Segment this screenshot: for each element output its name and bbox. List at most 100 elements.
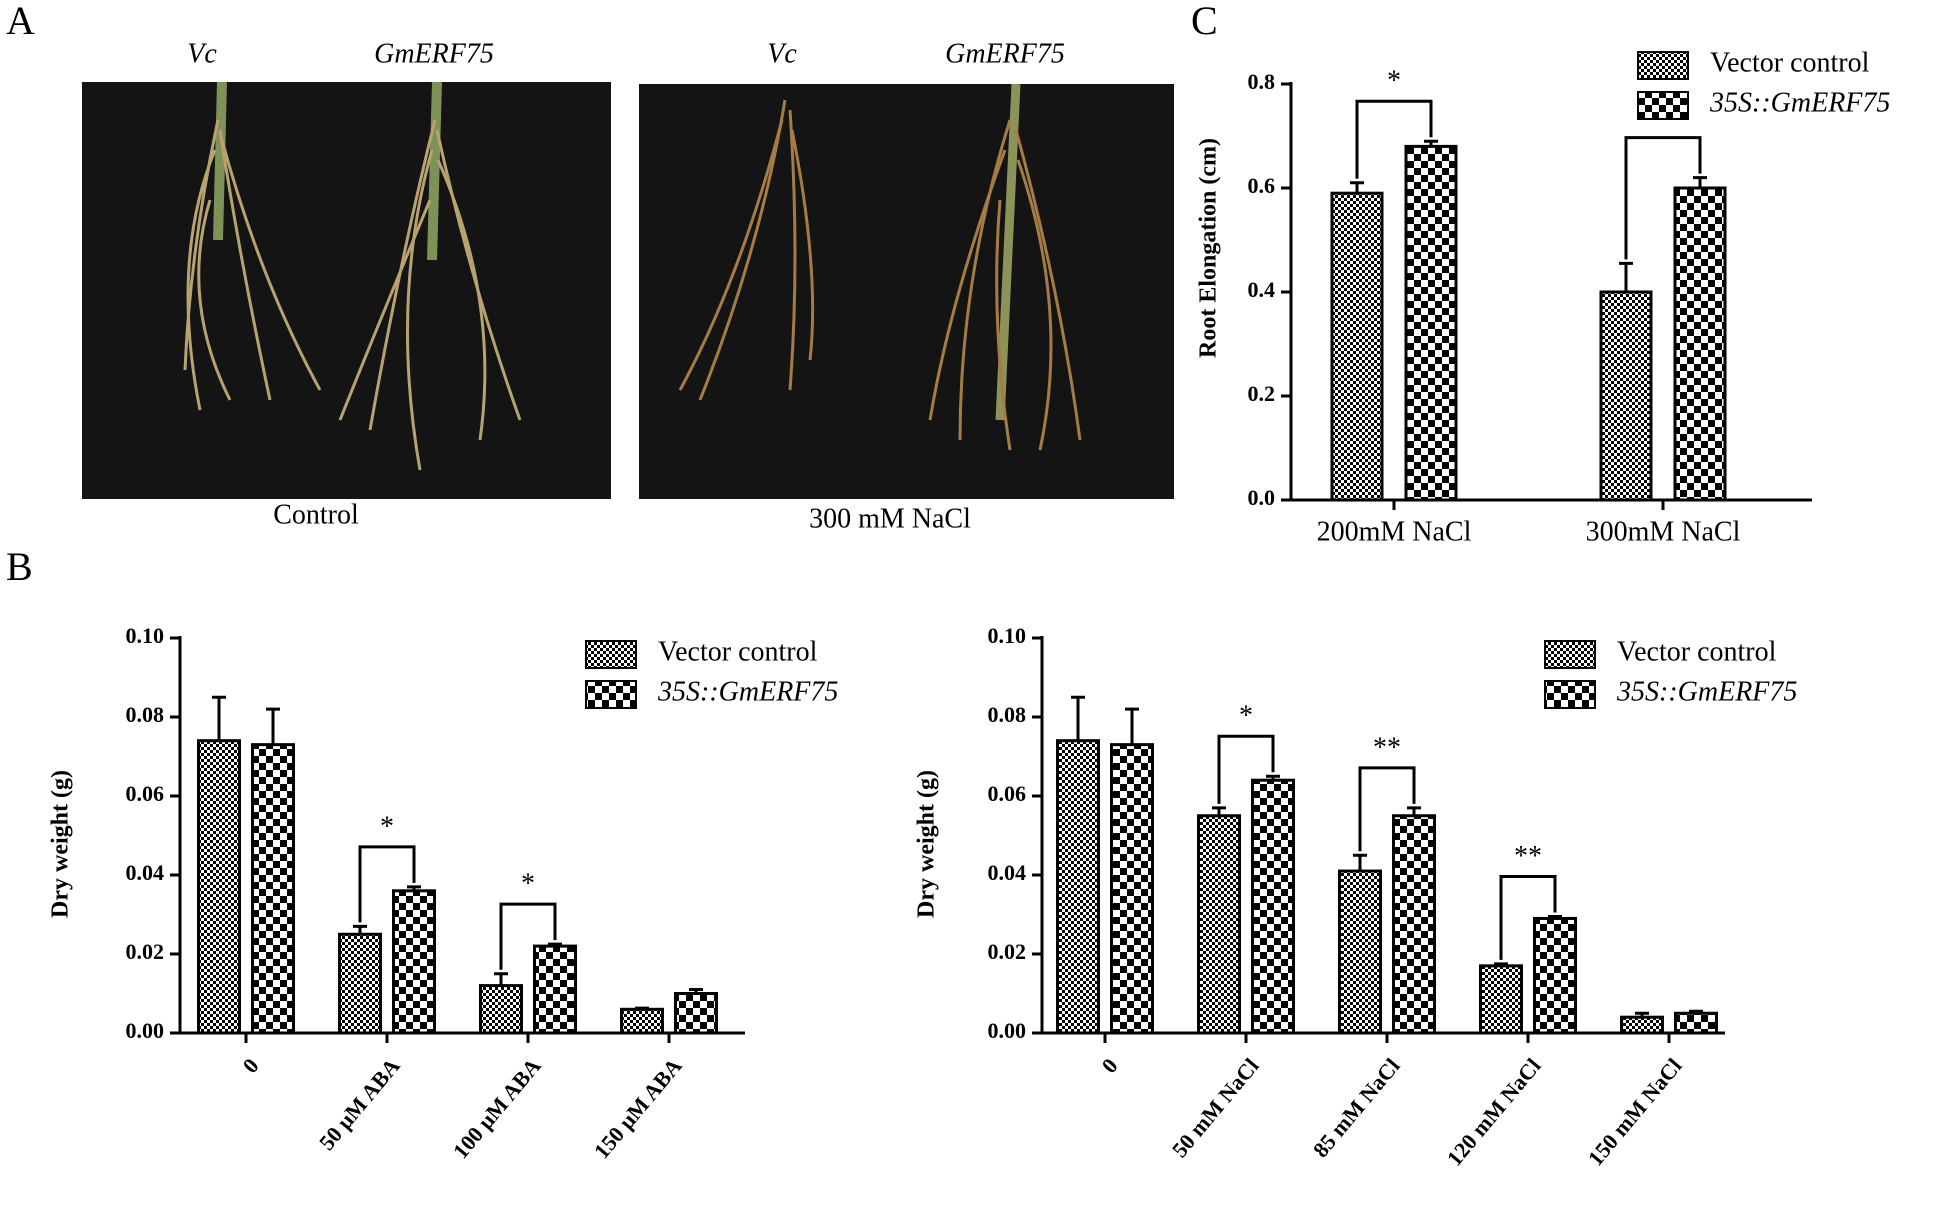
x-tick-label: 200mM NaCl bbox=[1317, 516, 1472, 547]
error-bar bbox=[1266, 774, 1280, 781]
bar bbox=[338, 932, 382, 1035]
y-tick-label: 0.0 bbox=[1248, 485, 1276, 510]
error-bar bbox=[1071, 695, 1085, 741]
bar bbox=[1620, 1015, 1664, 1035]
legend-label: Vector control bbox=[658, 636, 818, 667]
bar bbox=[1251, 778, 1295, 1035]
bar bbox=[1197, 814, 1241, 1035]
panel-label: A bbox=[6, 0, 35, 43]
significance-bracket bbox=[1499, 874, 1557, 960]
bar bbox=[1330, 191, 1384, 502]
y-tick-label: 0.10 bbox=[988, 623, 1027, 648]
error-bar bbox=[1548, 914, 1562, 919]
error-bar bbox=[407, 885, 421, 891]
bar bbox=[533, 944, 577, 1035]
bar bbox=[251, 743, 295, 1035]
bar bbox=[1338, 869, 1382, 1035]
significance-bracket bbox=[1217, 734, 1275, 804]
y-tick-label: 0.10 bbox=[126, 623, 165, 648]
photo-label: Vc bbox=[767, 38, 797, 69]
y-tick-label: 0.6 bbox=[1248, 173, 1276, 198]
y-tick-label: 0.06 bbox=[126, 781, 165, 806]
panel-label: C bbox=[1191, 0, 1218, 43]
legend-swatch bbox=[1637, 91, 1689, 120]
error-bar bbox=[1407, 806, 1421, 816]
photo-label: GmERF75 bbox=[945, 38, 1065, 69]
y-tick-label: 0.06 bbox=[988, 781, 1027, 806]
bar bbox=[392, 889, 436, 1035]
photo-caption: Control bbox=[273, 499, 359, 530]
error-bar bbox=[1619, 261, 1633, 292]
x-tick-label: 150 μM ABA bbox=[589, 1053, 687, 1163]
legend-swatch bbox=[585, 680, 637, 709]
x-tick-label: 50 μM ABA bbox=[314, 1053, 405, 1155]
legend-swatch bbox=[1544, 640, 1596, 669]
y-tick-label: 0.04 bbox=[126, 860, 165, 885]
y-tick-label: 0.02 bbox=[126, 939, 165, 964]
legend-swatch bbox=[585, 640, 637, 669]
bar bbox=[1673, 186, 1727, 502]
significance-label: * bbox=[521, 869, 535, 900]
significance-label: ** bbox=[1373, 732, 1401, 763]
photo-label: GmERF75 bbox=[374, 38, 494, 69]
y-tick-label: 0.08 bbox=[988, 702, 1027, 727]
legend-label: 35S::GmERF75 bbox=[657, 676, 838, 707]
legend-swatch bbox=[1637, 51, 1689, 80]
bar bbox=[1479, 964, 1523, 1035]
bar bbox=[1056, 739, 1100, 1035]
error-bar bbox=[1350, 181, 1364, 194]
bar bbox=[1599, 290, 1653, 502]
significance-bracket bbox=[1358, 766, 1416, 852]
legend-label: 35S::GmERF75 bbox=[1616, 676, 1797, 707]
bar bbox=[1404, 144, 1458, 502]
x-tick-label: 0 bbox=[237, 1053, 263, 1077]
bar bbox=[1674, 1011, 1718, 1035]
bar bbox=[1533, 916, 1577, 1035]
x-tick-label: 0 bbox=[1096, 1053, 1122, 1077]
panel-label: B bbox=[6, 544, 33, 589]
photo-label: Vc bbox=[187, 38, 217, 69]
y-tick-label: 0.02 bbox=[988, 939, 1027, 964]
y-axis-label: Root Elongation (cm) bbox=[1196, 138, 1222, 358]
error-bar bbox=[1693, 176, 1707, 188]
significance-bracket bbox=[499, 902, 557, 970]
x-tick-label: 50 mM NaCl bbox=[1167, 1053, 1264, 1162]
y-tick-label: 0.2 bbox=[1248, 381, 1276, 406]
x-tick-label: 300mM NaCl bbox=[1586, 516, 1741, 547]
y-axis-label: Dry weight (g) bbox=[48, 770, 74, 918]
error-bar bbox=[1494, 962, 1508, 966]
error-bar bbox=[689, 988, 703, 994]
significance-bracket bbox=[1624, 136, 1702, 260]
error-bar bbox=[212, 695, 226, 741]
legend-label: Vector control bbox=[1710, 47, 1870, 78]
error-bar bbox=[635, 1006, 649, 1010]
significance-bracket bbox=[1355, 99, 1433, 179]
x-tick-label: 120 mM NaCl bbox=[1442, 1053, 1546, 1170]
photo bbox=[639, 83, 1174, 499]
photo-caption: 300 mM NaCl bbox=[809, 503, 971, 534]
x-tick-label: 150 mM NaCl bbox=[1583, 1053, 1687, 1170]
bar bbox=[1110, 743, 1154, 1035]
error-bar bbox=[1424, 139, 1438, 147]
y-axis-label: Dry weight (g) bbox=[914, 770, 940, 918]
significance-label: ** bbox=[1514, 841, 1542, 872]
legend-label: Vector control bbox=[1617, 636, 1777, 667]
y-tick-label: 0.04 bbox=[988, 860, 1027, 885]
y-tick-label: 0.4 bbox=[1248, 277, 1276, 302]
bar bbox=[674, 992, 718, 1035]
error-bar bbox=[1125, 707, 1139, 745]
y-tick-label: 0.00 bbox=[126, 1018, 165, 1043]
significance-label: * bbox=[1239, 701, 1253, 732]
x-tick-label: 100 μM ABA bbox=[448, 1053, 546, 1163]
significance-bracket bbox=[358, 845, 416, 923]
y-tick-label: 0.8 bbox=[1248, 69, 1276, 94]
significance-label: * bbox=[1387, 66, 1401, 97]
error-bar bbox=[353, 924, 367, 935]
x-tick-label: 85 mM NaCl bbox=[1308, 1053, 1405, 1162]
error-bar bbox=[494, 972, 508, 986]
y-tick-label: 0.00 bbox=[988, 1018, 1027, 1043]
bar bbox=[197, 739, 241, 1035]
error-bar bbox=[1212, 806, 1226, 816]
legend-label: 35S::GmERF75 bbox=[1709, 87, 1890, 118]
